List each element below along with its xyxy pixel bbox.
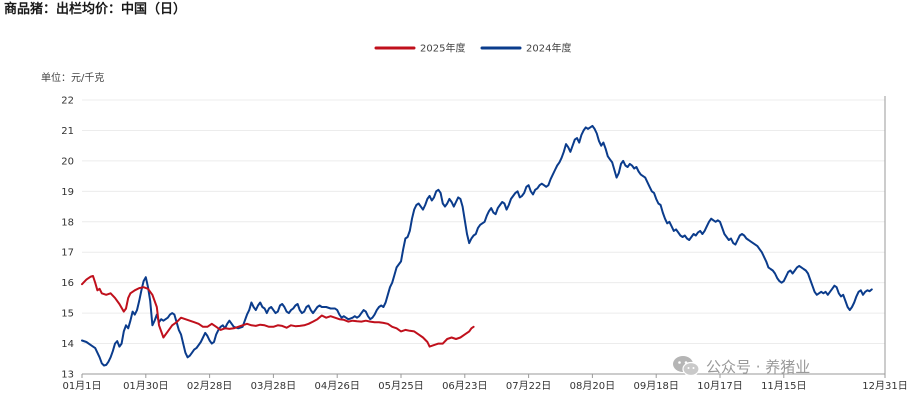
x-tick-label: 06月23日 (442, 380, 487, 392)
x-tick-label: 01月1日 (62, 380, 101, 392)
series-lines (81, 124, 873, 367)
legend-label: 2025年度 (420, 42, 465, 55)
y-tick-label: 16 (61, 278, 74, 289)
x-tick-label: 12月31日 (862, 380, 907, 392)
legend-label: 2024年度 (526, 42, 571, 55)
y-tick-label: 19 (61, 187, 74, 198)
x-tick-label: 08月20日 (570, 380, 615, 392)
x-tick-label: 04月26日 (314, 380, 359, 392)
x-tick-label: 09月18日 (633, 380, 678, 392)
y-tick-label: 15 (61, 309, 74, 320)
series-line-2025 (81, 275, 475, 348)
x-tick-label: 03月28日 (251, 380, 296, 392)
watermark-text: 公众号 · 养猪业 (706, 357, 811, 376)
wechat-logo-icon (673, 356, 700, 377)
x-tick-label: 11月15日 (761, 380, 806, 392)
y-axis-ticks: 13 14 15 16 17 18 19 20 21 22 (61, 96, 74, 381)
x-tick-label: 01月30日 (123, 380, 168, 392)
x-axis-ticks: 01月1日 01月30日 02月28日 03月28日 04月26日 05月25日 06月23… (62, 374, 908, 392)
y-tick-label: 22 (61, 96, 74, 107)
watermark: 公众号 · 养猪业 (672, 355, 810, 377)
chart-legend: 2025年度 2024年度 (374, 42, 571, 55)
y-gridlines (82, 99, 885, 345)
x-tick-label: 02月28日 (187, 380, 232, 392)
y-tick-label: 13 (61, 370, 74, 381)
y-tick-label: 17 (61, 248, 74, 259)
y-tick-label: 18 (61, 217, 74, 228)
y-tick-label: 21 (61, 126, 74, 137)
x-tick-label: 07月22日 (506, 380, 551, 392)
x-tick-label: 05月25日 (378, 380, 423, 392)
y-axis-unit-label: 单位：元/千克 (41, 71, 104, 84)
y-tick-label: 20 (61, 156, 74, 167)
series-line-2024 (81, 124, 873, 367)
x-tick-label: 10月17日 (697, 380, 742, 392)
chart-title: 商品猪：出栏均价：中国（日） (4, 2, 187, 17)
y-tick-label: 14 (61, 339, 74, 350)
